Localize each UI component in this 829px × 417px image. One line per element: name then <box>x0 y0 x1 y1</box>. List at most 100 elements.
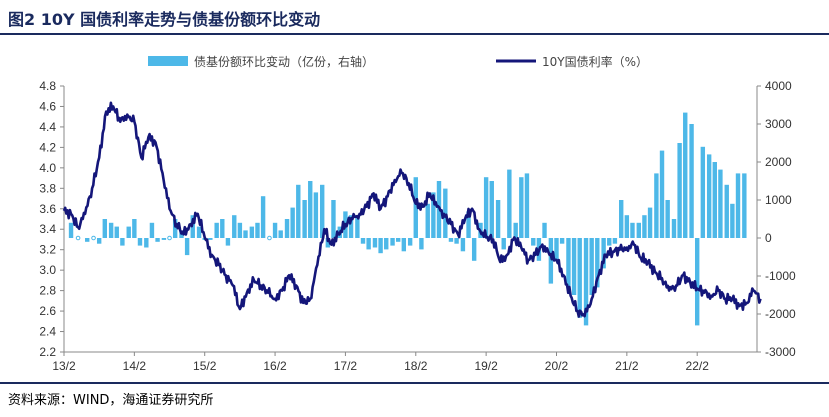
left-tick-label: 3.8 <box>39 181 56 195</box>
bar <box>694 238 700 326</box>
right-tick-label: 1000 <box>765 193 792 207</box>
bar <box>249 226 255 238</box>
bar <box>132 219 137 238</box>
bar <box>706 154 712 238</box>
right-tick-label: 2000 <box>765 155 792 169</box>
bar <box>677 143 682 238</box>
bar <box>96 238 102 244</box>
bar <box>378 238 383 254</box>
bar <box>443 188 448 238</box>
chart-title: 图2 10Y 国债利率走势与债基份额环比变动 <box>8 10 321 29</box>
bar <box>513 222 518 238</box>
bar <box>495 200 501 238</box>
bar-zero-marker <box>267 235 272 241</box>
bar <box>243 230 248 238</box>
bar <box>308 181 313 238</box>
bar <box>431 192 436 238</box>
title-rule <box>0 33 829 35</box>
bar <box>419 238 424 250</box>
bar <box>700 146 706 238</box>
bar <box>448 238 454 242</box>
x-tick-label: 13/2 <box>52 359 76 373</box>
bar <box>348 215 354 238</box>
bar <box>331 200 336 238</box>
left-tick-label: 2.2 <box>39 345 56 359</box>
bar <box>360 238 366 244</box>
line-series <box>62 101 762 318</box>
bar <box>460 238 466 252</box>
bar <box>272 222 278 238</box>
bar <box>255 222 260 238</box>
right-tick-label: 3000 <box>765 117 792 131</box>
bar <box>659 150 665 238</box>
source-note: 资料来源：WIND，海通证券研究所 <box>8 393 214 408</box>
bar <box>630 222 635 238</box>
bar <box>390 238 395 246</box>
left-tick-label: 4.0 <box>39 161 56 175</box>
bar <box>607 238 612 246</box>
left-tick-label: 3.4 <box>39 222 56 236</box>
bar <box>559 238 565 244</box>
bar <box>566 238 571 288</box>
right-tick-label: -1000 <box>765 269 796 283</box>
bar <box>425 203 430 238</box>
bar <box>654 173 659 238</box>
bar <box>284 219 290 238</box>
bar <box>454 238 459 244</box>
tick-labels: 2.2 2.4 2.6 2.8 3.0 3.2 3.4 3.6 3.8 4.0 4.2 4.4 4.6 4… <box>39 79 796 373</box>
bar <box>589 238 594 295</box>
bar <box>636 222 642 238</box>
bar <box>583 238 589 326</box>
bar <box>372 238 378 248</box>
left-tick-label: 3.6 <box>39 202 56 216</box>
legend-bar-swatch <box>148 56 188 66</box>
bar <box>114 226 119 238</box>
bar <box>524 173 530 238</box>
x-tick-label: 18/2 <box>404 359 428 373</box>
bar <box>149 222 155 238</box>
bar <box>724 184 729 238</box>
x-tick-label: 21/2 <box>615 359 639 373</box>
bar <box>407 238 413 246</box>
left-tick-label: 2.8 <box>39 284 56 298</box>
legend-bar-label: 债基份额环比变动（亿份，右轴） <box>194 54 374 69</box>
bar-series <box>68 112 747 326</box>
bar <box>548 238 554 284</box>
left-tick-label: 4.4 <box>39 120 56 134</box>
bar <box>225 238 231 246</box>
bar <box>384 238 389 250</box>
bar <box>184 238 190 256</box>
bar <box>302 200 307 238</box>
bar <box>665 200 670 238</box>
bar <box>296 184 301 238</box>
bar <box>320 184 325 238</box>
bar <box>683 112 688 238</box>
bar <box>120 238 125 246</box>
bar <box>554 238 559 261</box>
bar <box>647 207 653 238</box>
bar <box>542 222 547 238</box>
left-tick-label: 4.2 <box>39 140 56 154</box>
bar <box>519 177 524 238</box>
bar <box>742 173 747 238</box>
bar <box>232 215 237 238</box>
bar <box>489 181 494 238</box>
legend: 债基份额环比变动（亿份，右轴） 10Y国债利率（%） <box>148 54 648 69</box>
x-tick-label: 15/2 <box>193 359 217 373</box>
bar <box>220 219 225 238</box>
bar <box>571 238 577 295</box>
right-tick-label: 4000 <box>765 79 792 93</box>
footer-rule <box>0 382 829 384</box>
bar <box>471 238 477 261</box>
bar <box>144 238 149 248</box>
bar-zero-marker <box>167 235 172 241</box>
bar <box>466 211 471 238</box>
bar <box>208 238 213 240</box>
bar <box>730 203 735 238</box>
bar <box>161 238 167 240</box>
bar <box>196 226 202 238</box>
bar <box>501 238 506 250</box>
bar <box>366 238 371 250</box>
bar-zero-marker <box>91 235 96 241</box>
bar <box>155 238 160 242</box>
